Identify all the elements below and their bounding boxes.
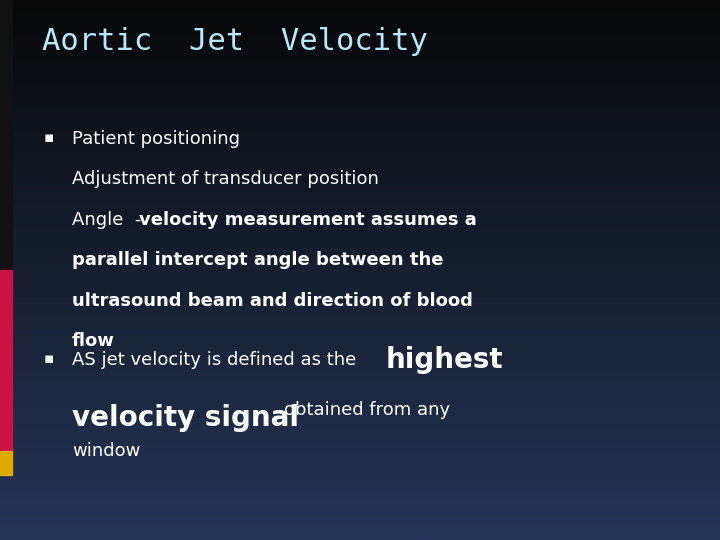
Bar xyxy=(0,270,12,454)
Text: velocity measurement assumes a: velocity measurement assumes a xyxy=(139,211,477,228)
Text: Aortic  Jet  Velocity: Aortic Jet Velocity xyxy=(42,27,428,56)
Bar xyxy=(0,0,12,270)
Text: velocity signal: velocity signal xyxy=(72,404,299,431)
Text: ▪: ▪ xyxy=(43,130,53,145)
Text: Patient positioning: Patient positioning xyxy=(72,130,240,147)
Text: Adjustment of transducer position: Adjustment of transducer position xyxy=(72,170,379,188)
Text: flow: flow xyxy=(72,332,115,350)
Text: highest: highest xyxy=(385,346,503,374)
Text: ultrasound beam and direction of blood: ultrasound beam and direction of blood xyxy=(72,292,473,309)
Text: obtained from any: obtained from any xyxy=(284,401,451,419)
Text: window: window xyxy=(72,442,140,460)
Text: ▪: ▪ xyxy=(43,351,53,366)
Bar xyxy=(0,451,12,475)
Text: Angle  -: Angle - xyxy=(72,211,147,228)
Text: AS jet velocity is defined as the: AS jet velocity is defined as the xyxy=(72,351,362,369)
Text: parallel intercept angle between the: parallel intercept angle between the xyxy=(72,251,444,269)
